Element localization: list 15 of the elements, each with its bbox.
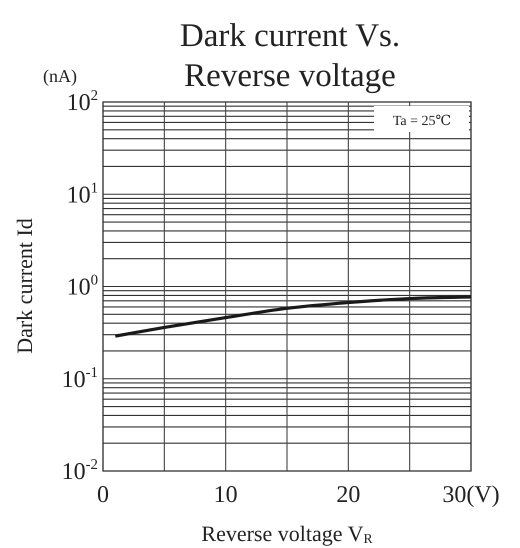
chart-title: Dark current Vs. Reverse voltage (180, 18, 400, 94)
x-axis-title: Reverse voltage V$_{R}$ (201, 521, 374, 546)
x-tick-label: 30(V) (442, 482, 500, 508)
line-series (114, 295, 473, 338)
x-tick-label: 0 (97, 482, 109, 508)
x-tick-label: 20 (336, 482, 360, 508)
text: (nA) (43, 66, 77, 86)
annotation: Ta = 25℃ (392, 114, 452, 129)
y-tick-label: 10$^{1}$ (66, 180, 98, 208)
x-tick-label: 10 (214, 482, 238, 508)
y-tick-label: 10$^{-1}$ (62, 364, 98, 393)
y-axis-title: Dark current Id (12, 218, 37, 354)
y-tick-label: 10$^{2}$ (66, 88, 98, 116)
y-tick-label: 10$^{0}$ (66, 272, 98, 300)
y-tick-label: 10$^{-2}$ (62, 456, 98, 485)
